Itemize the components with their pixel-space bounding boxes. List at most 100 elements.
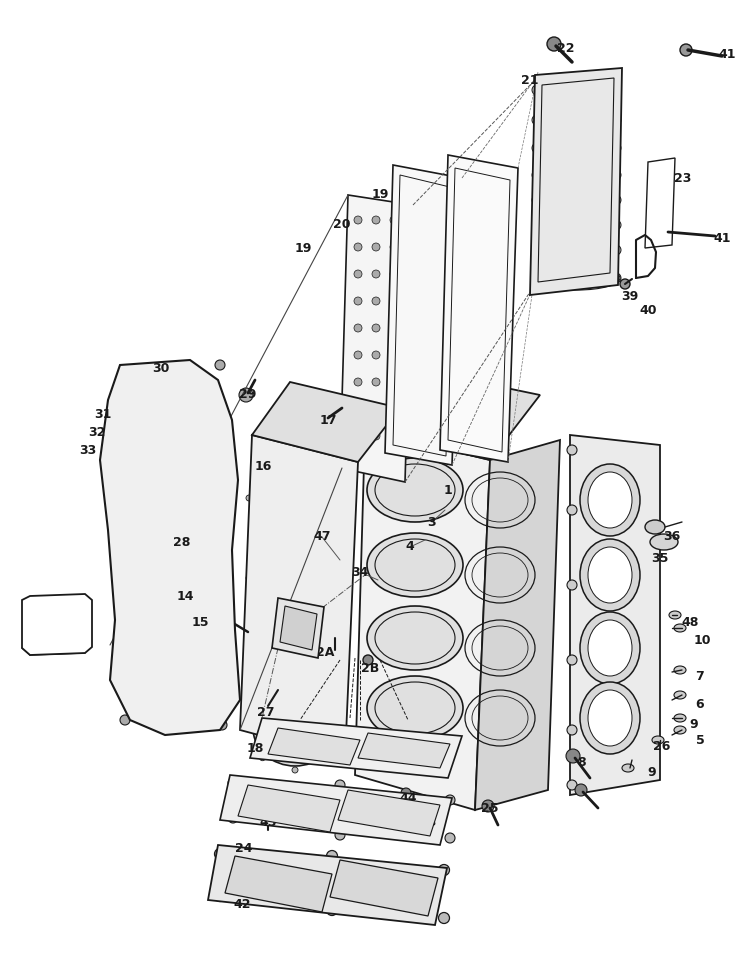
Circle shape [401, 347, 409, 355]
Circle shape [424, 269, 430, 277]
Circle shape [111, 410, 121, 420]
Circle shape [354, 351, 362, 359]
Text: 2B: 2B [361, 661, 379, 675]
Text: 47: 47 [314, 530, 331, 543]
Text: 9: 9 [648, 766, 656, 779]
Circle shape [260, 525, 266, 530]
Ellipse shape [128, 397, 208, 473]
Circle shape [264, 804, 272, 812]
Text: 39: 39 [621, 290, 638, 302]
Text: 34: 34 [351, 566, 369, 579]
Circle shape [292, 610, 298, 616]
Circle shape [478, 415, 485, 422]
Polygon shape [22, 594, 92, 655]
Circle shape [325, 695, 331, 701]
Circle shape [457, 311, 464, 319]
Ellipse shape [253, 690, 337, 766]
Text: 23: 23 [674, 172, 692, 184]
Circle shape [401, 244, 409, 251]
Ellipse shape [652, 736, 664, 744]
Circle shape [680, 44, 692, 56]
Circle shape [335, 830, 345, 840]
Text: 40: 40 [639, 303, 657, 317]
Circle shape [260, 465, 266, 471]
Circle shape [457, 286, 464, 292]
Circle shape [445, 795, 455, 805]
Circle shape [246, 725, 252, 731]
Circle shape [547, 37, 561, 51]
Text: 48: 48 [681, 615, 699, 629]
Circle shape [457, 337, 464, 344]
Polygon shape [338, 790, 440, 836]
Ellipse shape [128, 472, 208, 548]
Circle shape [372, 378, 380, 386]
Circle shape [372, 351, 380, 359]
Text: 11: 11 [273, 613, 291, 627]
Circle shape [325, 465, 331, 471]
Circle shape [335, 780, 345, 790]
Circle shape [246, 495, 252, 501]
Circle shape [457, 181, 464, 188]
Circle shape [478, 233, 485, 241]
Text: 41: 41 [718, 49, 736, 61]
Circle shape [292, 533, 298, 539]
Circle shape [372, 270, 380, 278]
Circle shape [611, 195, 621, 205]
Polygon shape [225, 856, 332, 912]
Circle shape [325, 545, 331, 551]
Circle shape [567, 445, 577, 455]
Text: 28: 28 [173, 535, 190, 549]
Circle shape [660, 226, 672, 238]
Circle shape [325, 755, 331, 760]
Text: 19: 19 [371, 188, 388, 202]
Text: 24: 24 [236, 842, 253, 855]
Circle shape [372, 216, 380, 224]
Circle shape [611, 115, 621, 125]
Text: 5: 5 [696, 734, 704, 748]
Circle shape [390, 324, 398, 332]
Text: 18: 18 [246, 742, 264, 755]
Ellipse shape [244, 631, 260, 642]
Circle shape [424, 191, 430, 199]
Circle shape [532, 220, 542, 230]
Circle shape [532, 85, 542, 95]
Circle shape [214, 848, 226, 860]
Polygon shape [208, 845, 447, 925]
Circle shape [532, 273, 542, 283]
Ellipse shape [674, 666, 686, 674]
Circle shape [183, 537, 197, 551]
Circle shape [390, 216, 398, 224]
Text: 6: 6 [696, 698, 704, 712]
Circle shape [261, 703, 271, 713]
Text: 26: 26 [653, 739, 670, 753]
Circle shape [567, 780, 577, 790]
Ellipse shape [128, 622, 208, 698]
Ellipse shape [136, 555, 200, 615]
Circle shape [445, 833, 455, 843]
Circle shape [228, 778, 238, 788]
Circle shape [457, 208, 464, 214]
Circle shape [478, 364, 485, 370]
Text: 33: 33 [80, 444, 97, 456]
Circle shape [214, 890, 226, 902]
Polygon shape [272, 598, 324, 658]
Ellipse shape [260, 468, 330, 528]
Circle shape [354, 432, 362, 440]
Circle shape [120, 715, 130, 725]
Ellipse shape [367, 676, 463, 740]
Ellipse shape [253, 617, 337, 693]
Polygon shape [355, 430, 490, 810]
Circle shape [292, 767, 298, 773]
Circle shape [424, 425, 430, 433]
Circle shape [424, 217, 430, 224]
Text: 36: 36 [663, 529, 681, 542]
Circle shape [260, 545, 266, 551]
Ellipse shape [588, 690, 632, 746]
Text: CARB
KIT: CARB KIT [45, 608, 65, 628]
Circle shape [611, 245, 621, 255]
Ellipse shape [367, 458, 463, 522]
Circle shape [611, 143, 621, 153]
Ellipse shape [367, 606, 463, 670]
Circle shape [532, 170, 542, 180]
Text: 3: 3 [427, 517, 436, 529]
